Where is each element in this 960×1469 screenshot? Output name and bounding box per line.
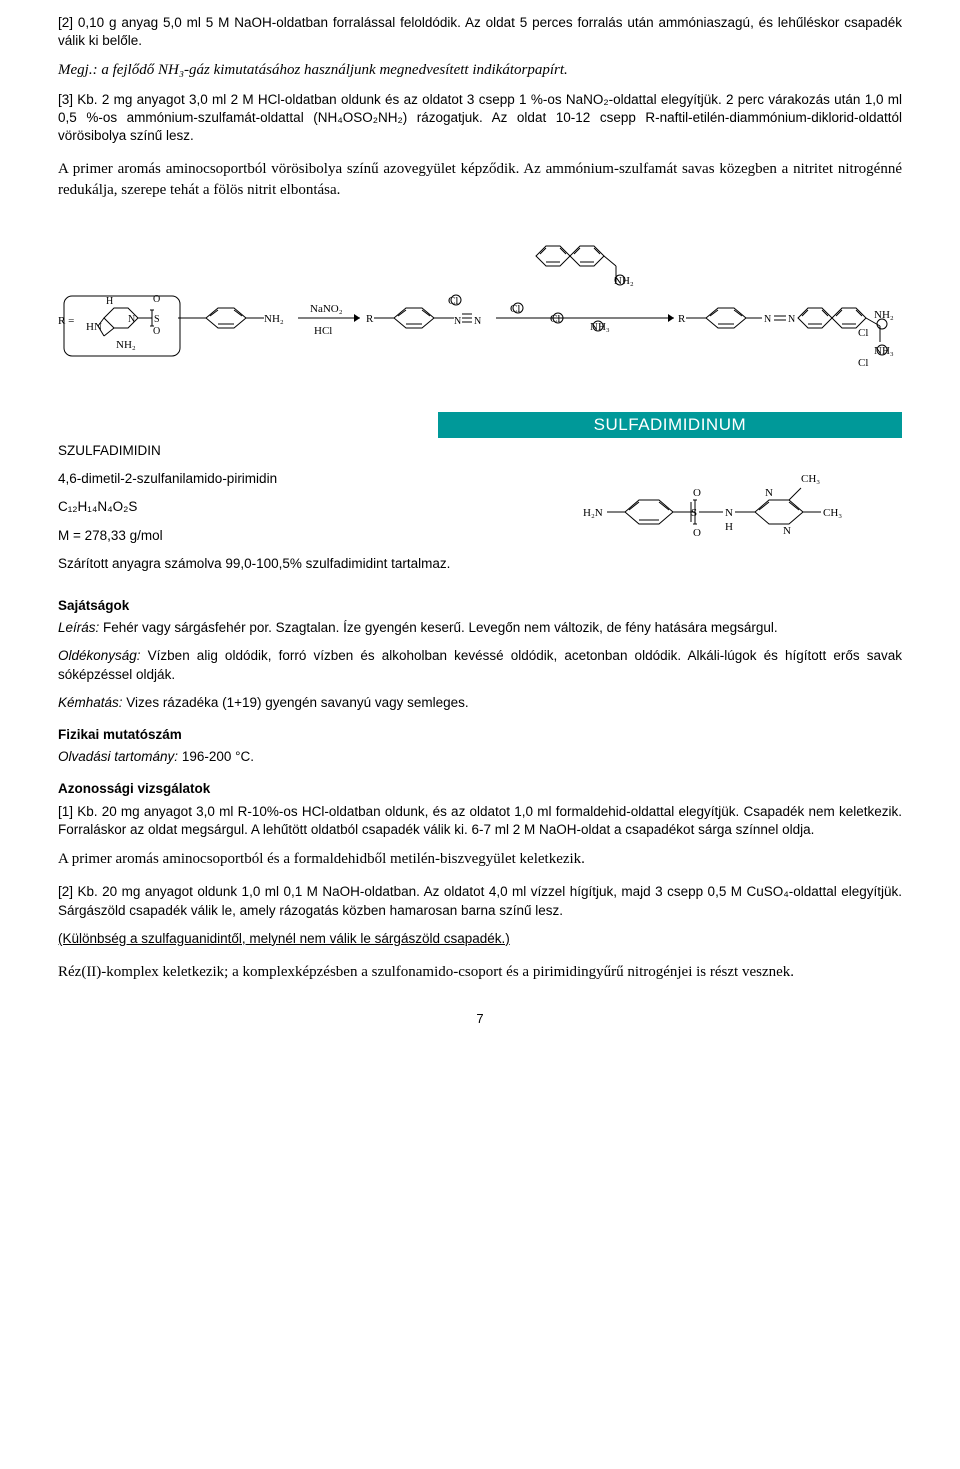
section-properties: Sajátságok: [58, 597, 902, 615]
svg-text:S: S: [154, 314, 160, 325]
svg-text:O: O: [153, 326, 160, 337]
label-r-eq: R =: [58, 315, 74, 327]
label-nh2-d: NH₂: [874, 309, 894, 321]
structure-svg: H₂N O O S N H N N CH₃ CH₃: [583, 452, 883, 572]
prop-chem-text: Vizes rázadéka (1+19) gyengén savanyú va…: [123, 695, 469, 710]
label-cl-1: Cl: [448, 295, 458, 307]
id-test-2-expl: Réz(II)-komplex keletkezik; a komplexkép…: [58, 962, 902, 982]
compound-iupac: 4,6-dimetil-2-szulfanilamido-pirimidin: [58, 470, 564, 488]
reaction-scheme: R = HN H NH₂ O O N S NH₂ NaNO₂ HCl R N N…: [58, 218, 902, 388]
label-nh2-a: NH₂: [116, 339, 136, 351]
prop-desc-label: Leírás:: [58, 620, 99, 635]
label-n-3: N: [783, 525, 791, 537]
reaction-scheme-svg: R = HN H NH₂ O O N S NH₂ NaNO₂ HCl R N N…: [58, 218, 902, 388]
label-nh2-c: NH₂: [614, 275, 634, 287]
compound-assay: Szárított anyagra számolva 99,0-100,5% s…: [58, 555, 564, 573]
label-nano2: NaNO₂: [310, 303, 343, 315]
prop-desc-text: Fehér vagy sárgásfehér por. Szagtalan. Í…: [99, 620, 777, 635]
id-test-1: [1] Kb. 20 mg anyagot 3,0 ml R-10%-os HC…: [58, 803, 902, 839]
label-h: H: [725, 521, 733, 533]
svg-text:N: N: [788, 314, 795, 325]
label-ch3-bot: CH₃: [823, 507, 842, 519]
svg-text:N: N: [764, 314, 771, 325]
label-r-1: R: [366, 313, 374, 325]
prop-chem-label: Kémhatás:: [58, 695, 123, 710]
prop-chemistry: Kémhatás: Vizes rázadéka (1+19) gyengén …: [58, 694, 902, 712]
prop-description: Leírás: Fehér vagy sárgásfehér por. Szag…: [58, 619, 902, 637]
page-number: 7: [58, 1010, 902, 1028]
svg-text:N: N: [454, 316, 461, 327]
label-cl-4: Cl: [858, 327, 868, 339]
section-identity: Azonossági vizsgálatok: [58, 780, 902, 798]
id-test-2-note: (Különbség a szulfaguanidintől, melynél …: [58, 930, 902, 948]
paragraph-test-2: [2] 0,10 g anyag 5,0 ml 5 M NaOH-oldatba…: [58, 14, 902, 50]
svg-text:H: H: [106, 296, 113, 307]
compound-formula: C₁₂H₁₄N₄O₂S: [58, 498, 564, 516]
svg-text:N: N: [128, 314, 135, 325]
mp-value: 196-200 °C.: [178, 749, 254, 764]
label-cl-3: Cl: [550, 313, 560, 325]
label-hcl: HCl: [314, 325, 332, 337]
compound-banner: SULFADIMIDINUM: [438, 412, 902, 438]
paragraph-test-3: [3] Kb. 2 mg anyagot 3,0 ml 2 M HCl-olda…: [58, 91, 902, 146]
label-nh2-b: NH₂: [264, 313, 284, 325]
label-cl-5: Cl: [858, 357, 868, 369]
label-nh3-a: NH₃: [590, 321, 610, 333]
mp-label: Olvadási tartomány:: [58, 749, 178, 764]
paragraph-explanation-1: A primer aromás aminocsoportból vörösibo…: [58, 159, 902, 200]
svg-text:O: O: [153, 294, 160, 305]
svg-text:N: N: [474, 316, 481, 327]
prop-sol-text: Vízben alig oldódik, forró vízben és alk…: [58, 648, 902, 681]
melting-point: Olvadási tartomány: 196-200 °C.: [58, 748, 902, 766]
label-hn: HN: [86, 321, 102, 333]
label-nh3-b: NH₃: [874, 345, 894, 357]
id-test-2-note-text: (Különbség a szulfaguanidintől, melynél …: [58, 931, 510, 946]
prop-sol-label: Oldékonyság:: [58, 648, 141, 663]
id-test-2: [2] Kb. 20 mg anyagot oldunk 1,0 ml 0,1 …: [58, 883, 902, 919]
paragraph-note: Megj.: a fejlődő NH₃-gáz kimutatásához h…: [58, 60, 902, 80]
label-o-top: O: [693, 487, 701, 499]
label-s: S: [691, 507, 697, 519]
label-r-2: R: [678, 313, 686, 325]
label-h2n: H₂N: [583, 507, 603, 519]
section-physical: Fizikai mutatószám: [58, 726, 902, 744]
label-n-1: N: [725, 507, 733, 519]
label-ch3-top: CH₃: [801, 473, 820, 485]
label-n-2: N: [765, 487, 773, 499]
prop-solubility: Oldékonyság: Vízben alig oldódik, forró …: [58, 647, 902, 683]
id-test-1-expl: A primer aromás aminocsoportból és a for…: [58, 849, 902, 869]
compound-name: SZULFADIMIDIN: [58, 442, 564, 460]
label-o-bot: O: [693, 527, 701, 539]
compound-mw: M = 278,33 g/mol: [58, 527, 564, 545]
label-cl-2: Cl: [510, 303, 520, 315]
